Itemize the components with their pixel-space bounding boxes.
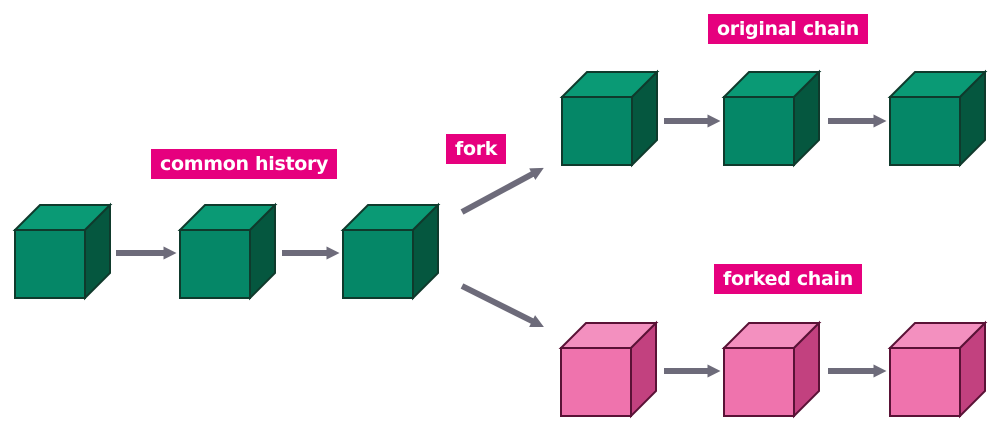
label-original-chain: original chain — [708, 14, 868, 44]
original-chain-block-1 — [559, 69, 660, 168]
forked-chain-block-1 — [558, 320, 659, 419]
original-chain-block-3 — [887, 69, 988, 168]
original-chain-block-2 — [721, 69, 822, 168]
arrow-fork-up — [460, 167, 544, 215]
label-fork: fork — [446, 134, 507, 164]
arrow-fork-down — [460, 283, 544, 327]
label-forked-chain: forked chain — [714, 264, 862, 294]
block-front — [14, 229, 86, 299]
common-history-block-2 — [177, 202, 278, 301]
common-history-block-1 — [12, 202, 113, 301]
label-common-history: common history — [151, 149, 338, 179]
forked-chain-block-3 — [887, 320, 988, 419]
common-history-block-3 — [340, 202, 441, 301]
forked-chain-block-2 — [721, 320, 822, 419]
arrows — [116, 114, 887, 378]
